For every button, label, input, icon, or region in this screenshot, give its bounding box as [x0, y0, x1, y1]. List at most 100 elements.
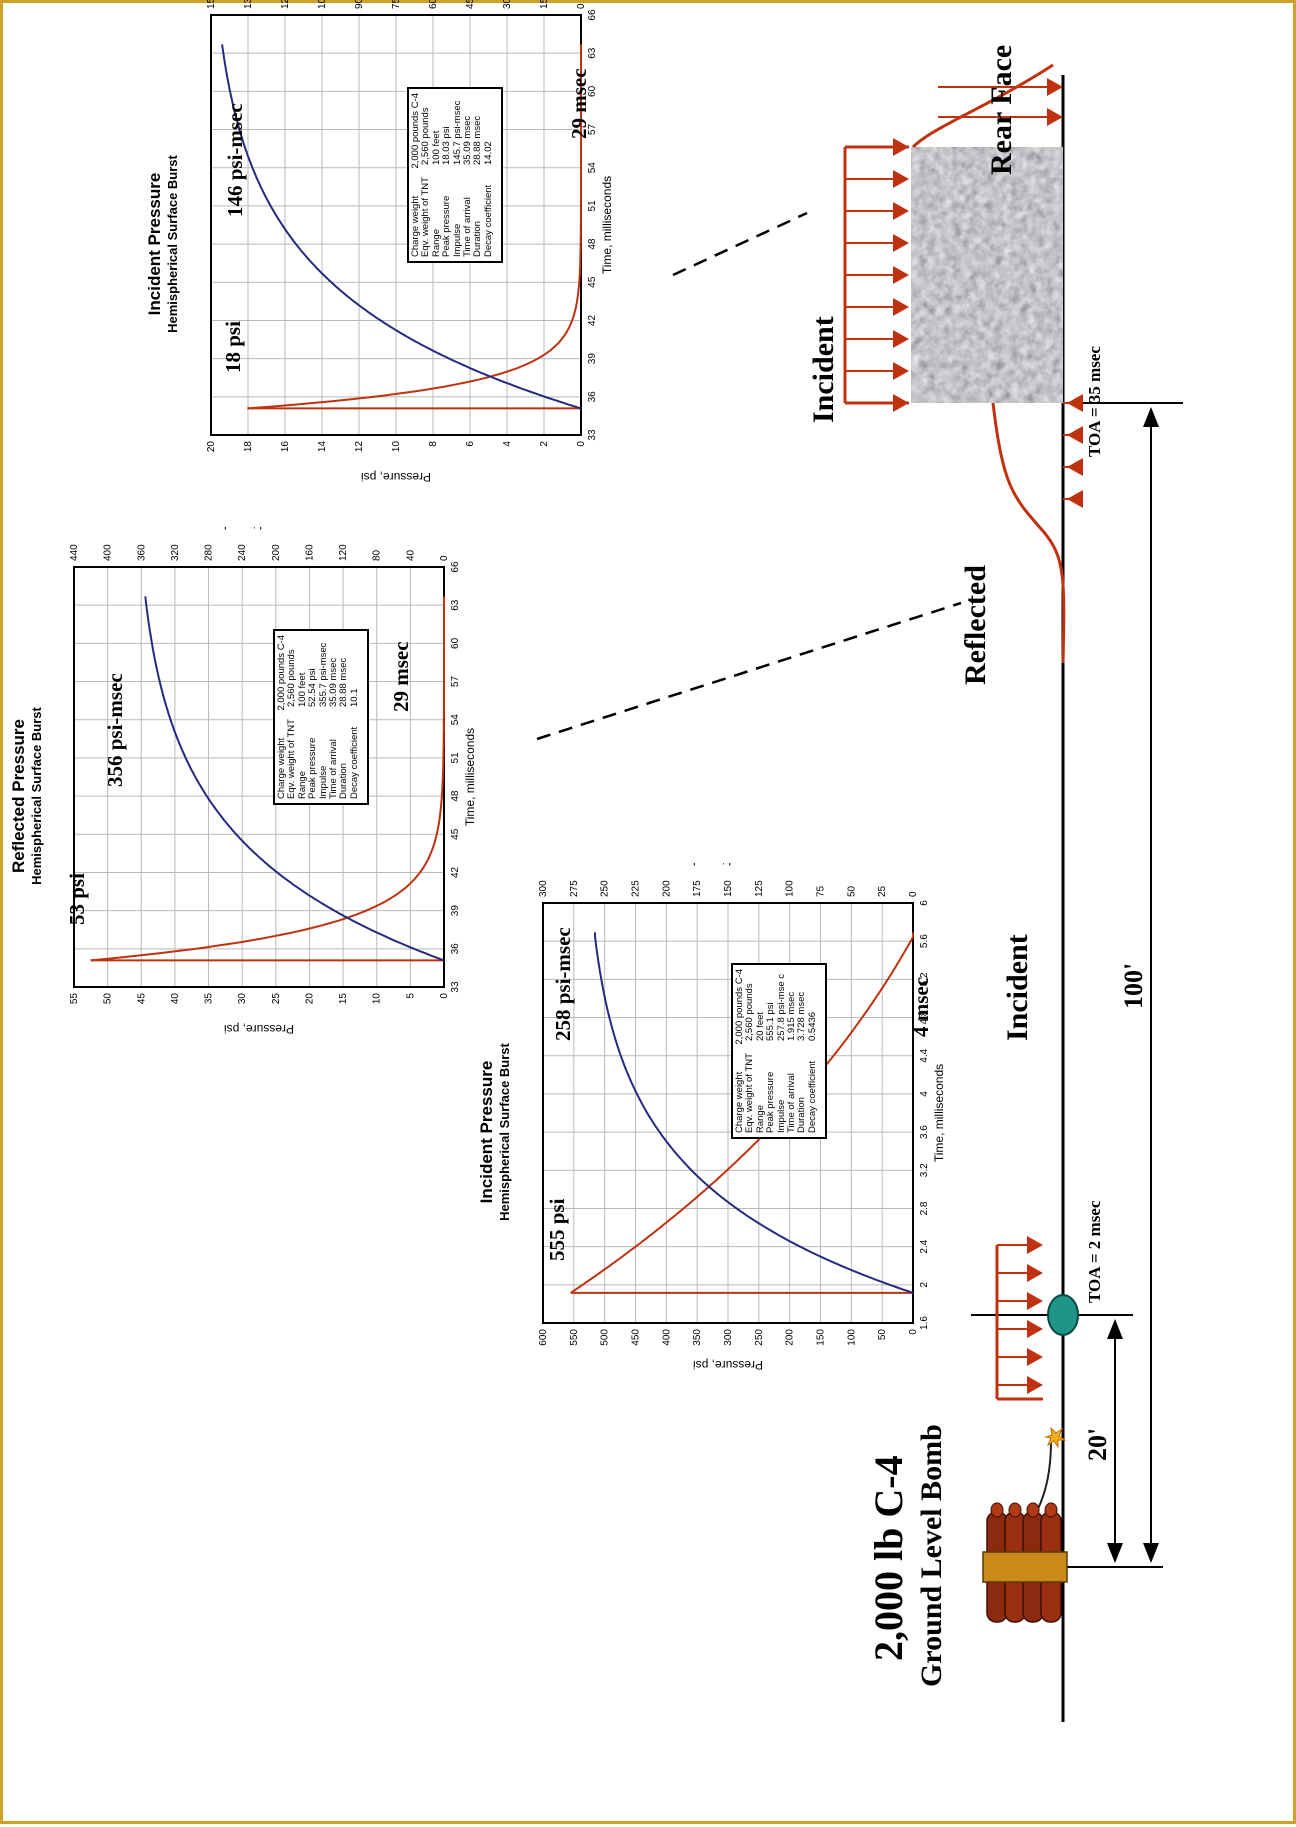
- x-axis-label: Time, milliseconds: [600, 176, 614, 274]
- x-tick-label: 63: [587, 47, 598, 59]
- y-tick-label-right: 300: [538, 880, 549, 897]
- y-axis-label-right: Impulse, psi-msec: [680, 863, 777, 866]
- x-tick-label: 48: [587, 238, 598, 250]
- chart-title: Incident Pressure: [477, 1060, 496, 1204]
- y-tick-label-right: 280: [204, 544, 215, 561]
- x-tick-label: 57: [587, 124, 598, 136]
- blast-scene: [536, 63, 1183, 1722]
- reflected-arrow-head: [1067, 394, 1083, 412]
- x-tick-label: 66: [450, 561, 461, 573]
- y-axis-label-left: Pressure, psi: [693, 1358, 763, 1372]
- y-tick-label-left: 30: [237, 993, 248, 1005]
- y-tick-label-left: 10: [372, 993, 383, 1005]
- y-tick-label-right: 40: [405, 549, 416, 561]
- stats-row: Decay coefficient 10.1: [348, 635, 360, 800]
- y-tick-label-right: 50: [846, 885, 857, 897]
- y-tick-label-right: 160: [304, 544, 315, 561]
- wall-incident-arrow-head: [893, 362, 909, 380]
- x-tick-label: 39: [587, 353, 598, 365]
- y-tick-label-left: 0: [576, 441, 587, 447]
- y-tick-label-right: 0: [908, 891, 919, 897]
- label-reflected: Reflected: [959, 565, 992, 685]
- y-tick-label-left: 100: [846, 1329, 857, 1346]
- chart-title-block-0: Incident Pressure Hemispherical Surface …: [477, 957, 512, 1307]
- y-tick-label-right: 135: [243, 0, 254, 9]
- y-tick-label-left: 550: [569, 1329, 580, 1346]
- stats-value: 10.1: [348, 688, 360, 708]
- incident-arrow-head: [1027, 1348, 1043, 1366]
- y-tick-label-left: 300: [723, 1329, 734, 1346]
- annotation-peak-53: 53 psi: [65, 873, 89, 925]
- reflected-pressure-arrows: [991, 402, 1066, 664]
- x-tick-label: 2.8: [919, 1201, 930, 1215]
- chart-subtitle: Hemispherical Surface Burst: [29, 707, 44, 885]
- annotation-peak-555: 555 psi: [545, 1198, 569, 1261]
- chart-title: Incident Pressure: [145, 172, 164, 316]
- x-tick-label: 45: [450, 828, 461, 840]
- x-tick-label: 60: [587, 85, 598, 97]
- wall-incident-arrow-head: [893, 202, 909, 220]
- y-tick-label-right: 275: [569, 880, 580, 897]
- dimension-label-20ft: 20': [1083, 1427, 1112, 1461]
- x-tick-label: 4.8: [919, 1010, 930, 1024]
- annotation-duration-29-reflected: 29 msec: [389, 641, 413, 712]
- y-tick-label-left: 55: [69, 993, 80, 1005]
- annotation-impulse-146: 146 psi-msec: [223, 103, 247, 217]
- y-tick-label-left: 50: [103, 993, 114, 1005]
- y-tick-label-right: 0: [576, 3, 587, 9]
- y-tick-label-right: 25: [877, 885, 888, 897]
- y-tick-label-left: 400: [661, 1329, 672, 1346]
- stats-value: 0.5436: [806, 1011, 818, 1041]
- wall-incident-arrow-head: [893, 266, 909, 284]
- label-incident-near: Incident: [1001, 934, 1034, 1041]
- y-tick-label-right: 120: [338, 544, 349, 561]
- y-tick-label-right: 75: [816, 885, 827, 897]
- stats-key: Decay coefficient: [348, 726, 360, 799]
- x-tick-label: 51: [587, 200, 598, 212]
- y-tick-label-left: 500: [600, 1329, 611, 1346]
- x-tick-label: 42: [450, 866, 461, 878]
- y-tick-label-left: 600: [538, 1329, 549, 1346]
- reflected-arrow-head: [1067, 426, 1083, 444]
- y-tick-label-right: 240: [237, 544, 248, 561]
- dynamite-bundle-icon: [982, 1502, 1068, 1623]
- plot-border: [542, 902, 914, 1324]
- stats-box-0: Charge weight 2,000 pounds C-4 Eqv. weight…: [731, 963, 827, 1139]
- y-tick-label-left: 4: [502, 441, 513, 447]
- x-axis-label: Time, milliseconds: [463, 728, 477, 826]
- y-tick-label-right: 175: [692, 880, 703, 897]
- x-tick-label: 3.2: [919, 1163, 930, 1177]
- spark-icon: [1044, 1426, 1067, 1449]
- y-tick-label-right: 90: [354, 0, 365, 9]
- stats-row: Decay coefficient 14.02: [482, 93, 494, 257]
- incident-arrow-head: [1027, 1264, 1043, 1282]
- y-tick-label-left: 5: [405, 993, 416, 999]
- leader-incident-wall: [672, 211, 808, 277]
- y-tick-label-left: 250: [754, 1329, 765, 1346]
- wall-incident-arrow-head: [893, 234, 909, 252]
- y-tick-label-left: 18: [243, 441, 254, 453]
- label-toa-35: TOA = 35 msec: [1085, 346, 1104, 457]
- leader-reflected: [536, 601, 962, 741]
- stats-value: 14.02: [482, 141, 494, 165]
- y-tick-label-left: 150: [816, 1329, 827, 1346]
- x-axis-label: Time, milliseconds: [932, 1064, 946, 1162]
- label-toa-2: TOA = 2 msec: [1085, 1200, 1104, 1303]
- x-tick-label: 2.4: [919, 1239, 930, 1253]
- x-tick-label: 36: [587, 391, 598, 403]
- x-tick-label: 54: [587, 162, 598, 174]
- stats-key: Decay coefficient: [482, 184, 494, 257]
- pressure-series-line: [90, 596, 445, 962]
- bomb-title: 2,000 lb C-4: [866, 1455, 911, 1661]
- y-tick-label-right: 320: [170, 544, 181, 561]
- x-tick-label: 33: [587, 429, 598, 441]
- annotation-impulse-258: 258 psi-msec: [551, 927, 575, 1041]
- y-axis-label-left: Pressure, psi: [224, 1022, 294, 1036]
- y-tick-label-right: 225: [631, 880, 642, 897]
- x-tick-label: 6: [919, 900, 930, 906]
- stats-row: Decay coefficient 0.5436: [806, 969, 818, 1133]
- y-tick-label-left: 14: [317, 441, 328, 453]
- y-tick-label-right: 75: [391, 0, 402, 9]
- x-tick-label: 63: [450, 599, 461, 611]
